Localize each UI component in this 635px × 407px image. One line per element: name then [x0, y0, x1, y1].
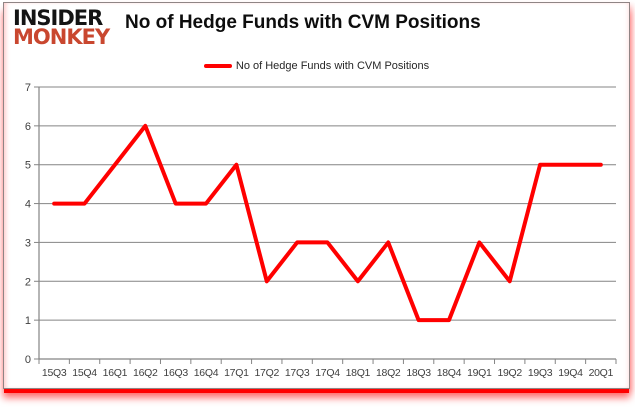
y-axis-label: 5	[25, 160, 31, 172]
legend: No of Hedge Funds with CVM Positions	[4, 60, 629, 72]
x-axis-label: 16Q2	[133, 367, 158, 379]
y-axis-label: 3	[25, 237, 31, 249]
data-line	[52, 123, 603, 323]
x-axis-label: 18Q2	[376, 367, 401, 379]
logo-text-insider: INSIDER	[13, 6, 103, 30]
x-axis-label: 19Q3	[528, 367, 553, 379]
y-axis-label: 1	[25, 315, 31, 327]
chart-frame: INSIDER MONKEY No of Hedge Funds with CV…	[3, 2, 630, 389]
line-chart: 0 1 2 3 4 5 6 7 15Q3 15Q4 16Q1 16Q2 16Q3 16Q4 17Q1 17Q2…	[25, 82, 617, 379]
x-axis-label: 20Q1	[589, 367, 614, 379]
chart-title: No of Hedge Funds with CVM Positions	[125, 12, 481, 33]
x-axis-label: 16Q3	[163, 367, 188, 379]
y-axis-label: 0	[25, 354, 31, 366]
x-axis-label: 16Q4	[194, 367, 219, 379]
x-axis-label: 17Q2	[255, 367, 280, 379]
x-axis-label: 16Q1	[103, 367, 128, 379]
x-axis-label: 15Q4	[72, 367, 97, 379]
y-axis-label: 4	[25, 199, 31, 211]
insider-monkey-logo: INSIDER MONKEY	[13, 6, 110, 49]
x-axis-label: 17Q3	[285, 367, 310, 379]
y-axis-label: 7	[25, 82, 31, 94]
legend-line-swatch	[203, 64, 232, 68]
x-axis-label: 18Q3	[406, 367, 431, 379]
x-axis-label: 17Q1	[224, 367, 249, 379]
x-axis-label: 19Q1	[467, 367, 492, 379]
logo-text-monkey: MONKEY	[13, 24, 110, 49]
x-axis-label: 18Q4	[437, 367, 462, 379]
x-axis-label: 19Q4	[558, 367, 583, 379]
x-axis-label: 17Q4	[315, 367, 340, 379]
y-axis-label: 2	[25, 276, 31, 288]
x-axis-label: 18Q1	[346, 367, 371, 379]
legend-label: No of Hedge Funds with CVM Positions	[235, 60, 430, 72]
y-axis-label: 6	[25, 121, 31, 133]
x-axis-label: 15Q3	[42, 367, 67, 379]
x-axis-label: 19Q2	[497, 367, 522, 379]
